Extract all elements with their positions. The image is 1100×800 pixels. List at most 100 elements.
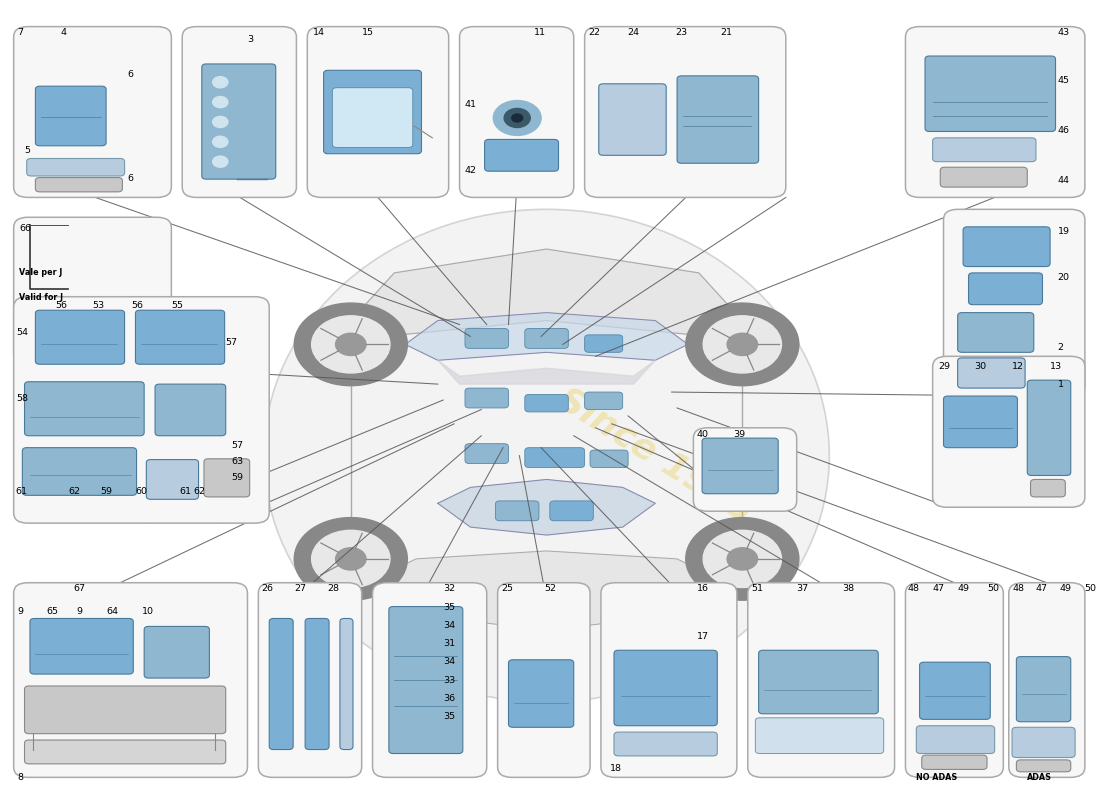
FancyBboxPatch shape <box>332 88 412 147</box>
Text: 35: 35 <box>443 602 455 611</box>
Circle shape <box>336 548 366 570</box>
FancyBboxPatch shape <box>598 84 667 155</box>
Circle shape <box>685 303 799 386</box>
FancyBboxPatch shape <box>905 26 1085 198</box>
Text: 43: 43 <box>1058 28 1070 37</box>
Text: 61: 61 <box>179 487 191 496</box>
Text: 14: 14 <box>312 28 324 37</box>
Text: 32: 32 <box>443 584 455 594</box>
FancyBboxPatch shape <box>748 582 894 778</box>
Text: 26: 26 <box>262 584 274 594</box>
Circle shape <box>212 97 228 108</box>
FancyBboxPatch shape <box>678 76 759 163</box>
Text: 40: 40 <box>696 430 708 439</box>
FancyBboxPatch shape <box>183 26 296 198</box>
Circle shape <box>727 334 758 355</box>
FancyBboxPatch shape <box>270 618 294 750</box>
FancyBboxPatch shape <box>525 329 569 348</box>
Text: NO ADAS: NO ADAS <box>916 774 958 782</box>
Text: 55: 55 <box>172 301 184 310</box>
FancyBboxPatch shape <box>460 26 574 198</box>
FancyBboxPatch shape <box>584 26 785 198</box>
Text: 49: 49 <box>1060 584 1071 594</box>
Circle shape <box>703 316 781 373</box>
FancyBboxPatch shape <box>1012 727 1075 758</box>
Text: 35: 35 <box>443 712 455 722</box>
FancyBboxPatch shape <box>1016 760 1070 772</box>
Circle shape <box>212 77 228 88</box>
FancyBboxPatch shape <box>201 64 276 179</box>
FancyBboxPatch shape <box>920 662 990 719</box>
Text: 34: 34 <box>443 658 455 666</box>
FancyBboxPatch shape <box>590 450 628 467</box>
FancyBboxPatch shape <box>24 686 225 734</box>
Polygon shape <box>384 551 710 630</box>
Circle shape <box>504 109 530 127</box>
FancyBboxPatch shape <box>756 718 883 754</box>
FancyBboxPatch shape <box>497 582 590 778</box>
FancyBboxPatch shape <box>465 444 508 463</box>
Text: 66: 66 <box>19 224 31 233</box>
FancyBboxPatch shape <box>958 358 1025 388</box>
Polygon shape <box>438 360 656 384</box>
Text: 20: 20 <box>1058 273 1069 282</box>
FancyBboxPatch shape <box>144 626 209 678</box>
Text: 23: 23 <box>675 28 688 37</box>
FancyBboxPatch shape <box>759 650 878 714</box>
Text: 13: 13 <box>1050 362 1063 371</box>
FancyBboxPatch shape <box>204 458 250 497</box>
FancyBboxPatch shape <box>22 448 136 495</box>
Circle shape <box>727 548 758 570</box>
Text: 19: 19 <box>1058 227 1069 236</box>
FancyBboxPatch shape <box>323 70 421 154</box>
FancyBboxPatch shape <box>1031 479 1065 497</box>
Circle shape <box>493 101 541 135</box>
FancyBboxPatch shape <box>916 726 994 754</box>
FancyBboxPatch shape <box>485 139 559 171</box>
Circle shape <box>212 136 228 147</box>
FancyBboxPatch shape <box>465 329 508 348</box>
Text: 46: 46 <box>1058 126 1069 135</box>
Text: 31: 31 <box>443 639 455 648</box>
Text: 59: 59 <box>231 473 243 482</box>
FancyBboxPatch shape <box>35 86 106 146</box>
Text: 60: 60 <box>135 487 147 496</box>
Circle shape <box>311 316 389 373</box>
Text: 27: 27 <box>294 584 306 594</box>
FancyBboxPatch shape <box>525 394 569 412</box>
FancyBboxPatch shape <box>601 582 737 778</box>
Text: 8: 8 <box>16 774 23 782</box>
Text: 1: 1 <box>1058 380 1064 389</box>
FancyBboxPatch shape <box>525 448 584 467</box>
FancyBboxPatch shape <box>13 26 172 198</box>
Text: 67: 67 <box>74 584 86 594</box>
FancyBboxPatch shape <box>1009 582 1085 778</box>
FancyBboxPatch shape <box>614 732 717 756</box>
FancyBboxPatch shape <box>305 618 329 750</box>
Polygon shape <box>405 313 688 360</box>
Text: 47: 47 <box>1036 584 1048 594</box>
Text: 30: 30 <box>974 362 986 371</box>
FancyBboxPatch shape <box>155 384 226 436</box>
Text: 37: 37 <box>796 584 808 594</box>
FancyBboxPatch shape <box>958 313 1034 352</box>
Text: 62: 62 <box>194 487 205 496</box>
FancyBboxPatch shape <box>508 660 574 727</box>
Text: 61: 61 <box>15 487 28 496</box>
Text: 42: 42 <box>465 166 477 174</box>
FancyBboxPatch shape <box>925 56 1056 131</box>
Text: 50: 50 <box>987 584 999 594</box>
Text: 51: 51 <box>751 584 763 594</box>
FancyBboxPatch shape <box>933 356 1085 507</box>
Circle shape <box>311 530 389 587</box>
FancyBboxPatch shape <box>24 740 225 764</box>
FancyBboxPatch shape <box>340 618 353 750</box>
FancyBboxPatch shape <box>13 218 172 364</box>
Text: 22: 22 <box>587 28 600 37</box>
FancyBboxPatch shape <box>135 310 224 364</box>
Text: 15: 15 <box>362 28 374 37</box>
Text: 58: 58 <box>15 394 28 402</box>
Text: 5: 5 <box>24 146 31 154</box>
Circle shape <box>212 116 228 127</box>
FancyBboxPatch shape <box>702 438 778 494</box>
